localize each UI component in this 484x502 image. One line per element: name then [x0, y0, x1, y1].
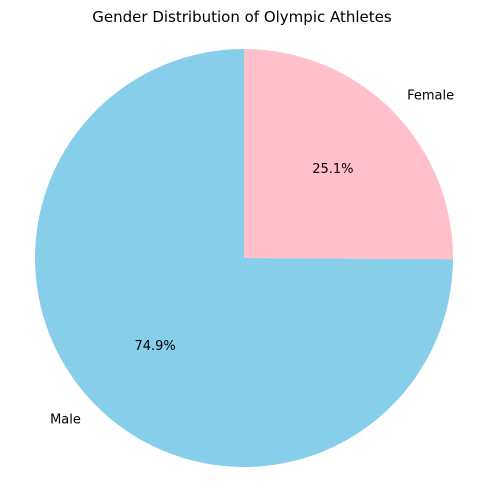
pie-slice-female: [244, 49, 454, 260]
pie-slice-male: [35, 49, 453, 467]
pie-slice-label-male: Male: [50, 413, 81, 428]
chart-title: Gender Distribution of Olympic Athletes: [92, 8, 392, 26]
pie-pct-label-male: 74.9%: [134, 339, 175, 354]
pie-slices: [35, 49, 454, 467]
pie-pct-label-female: 25.1%: [312, 162, 353, 177]
pie-slice-label-female: Female: [407, 88, 454, 103]
pie-labels: 25.1% Female 74.9% Male: [50, 88, 454, 427]
